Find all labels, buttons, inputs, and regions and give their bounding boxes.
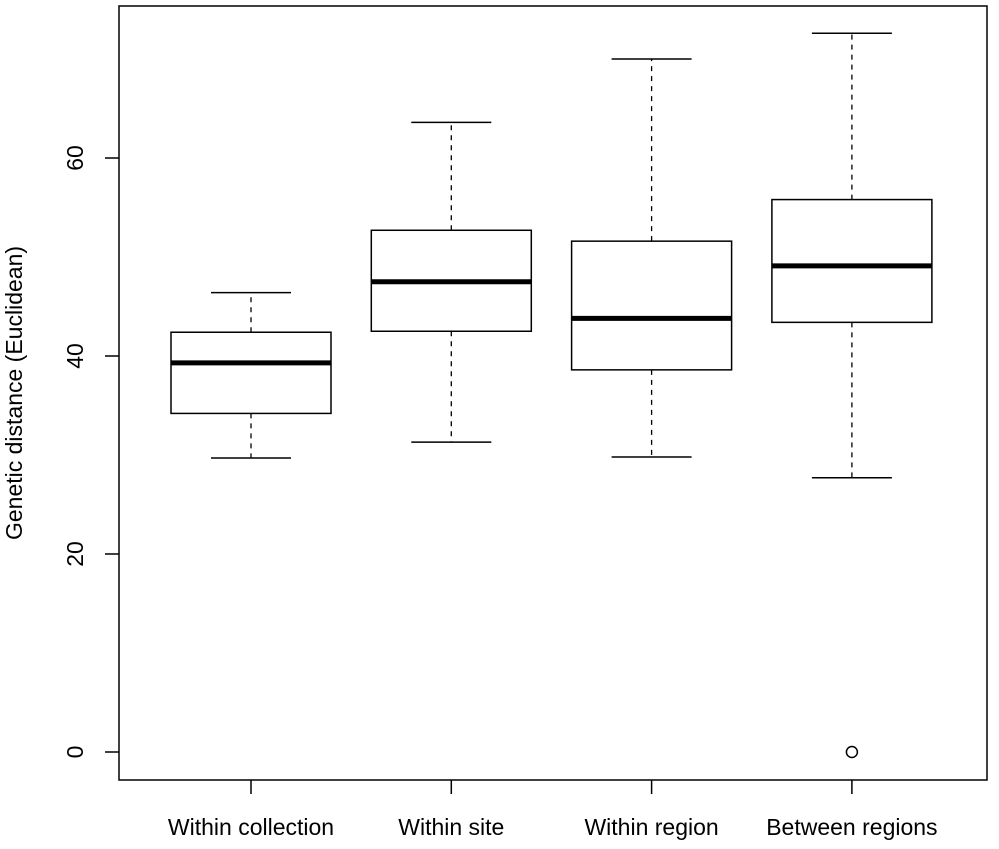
y-tick-label: 0 — [62, 746, 88, 759]
iqr-box — [170, 331, 332, 415]
box-2 — [370, 121, 533, 443]
x-tick-label: Within site — [398, 814, 504, 840]
box-4 — [771, 32, 933, 759]
y-axis-label: Genetic distance (Euclidean) — [1, 246, 27, 540]
x-tick-label: Within collection — [168, 814, 334, 840]
x-tick-label: Between regions — [766, 814, 937, 840]
boxes — [170, 32, 933, 759]
x-axis: Within collection Within site Within regio… — [168, 780, 938, 840]
box-3 — [570, 58, 733, 458]
y-tick-label: 60 — [62, 145, 88, 171]
y-tick-label: 40 — [62, 343, 88, 369]
outlier-point — [845, 745, 859, 759]
iqr-box — [570, 240, 733, 371]
y-axis: 0 20 40 60 — [62, 145, 119, 758]
box-1 — [170, 291, 332, 459]
plot-frame — [118, 5, 988, 781]
x-tick-label: Within region — [584, 814, 718, 840]
y-tick-label: 20 — [62, 541, 88, 567]
iqr-box — [771, 198, 933, 324]
